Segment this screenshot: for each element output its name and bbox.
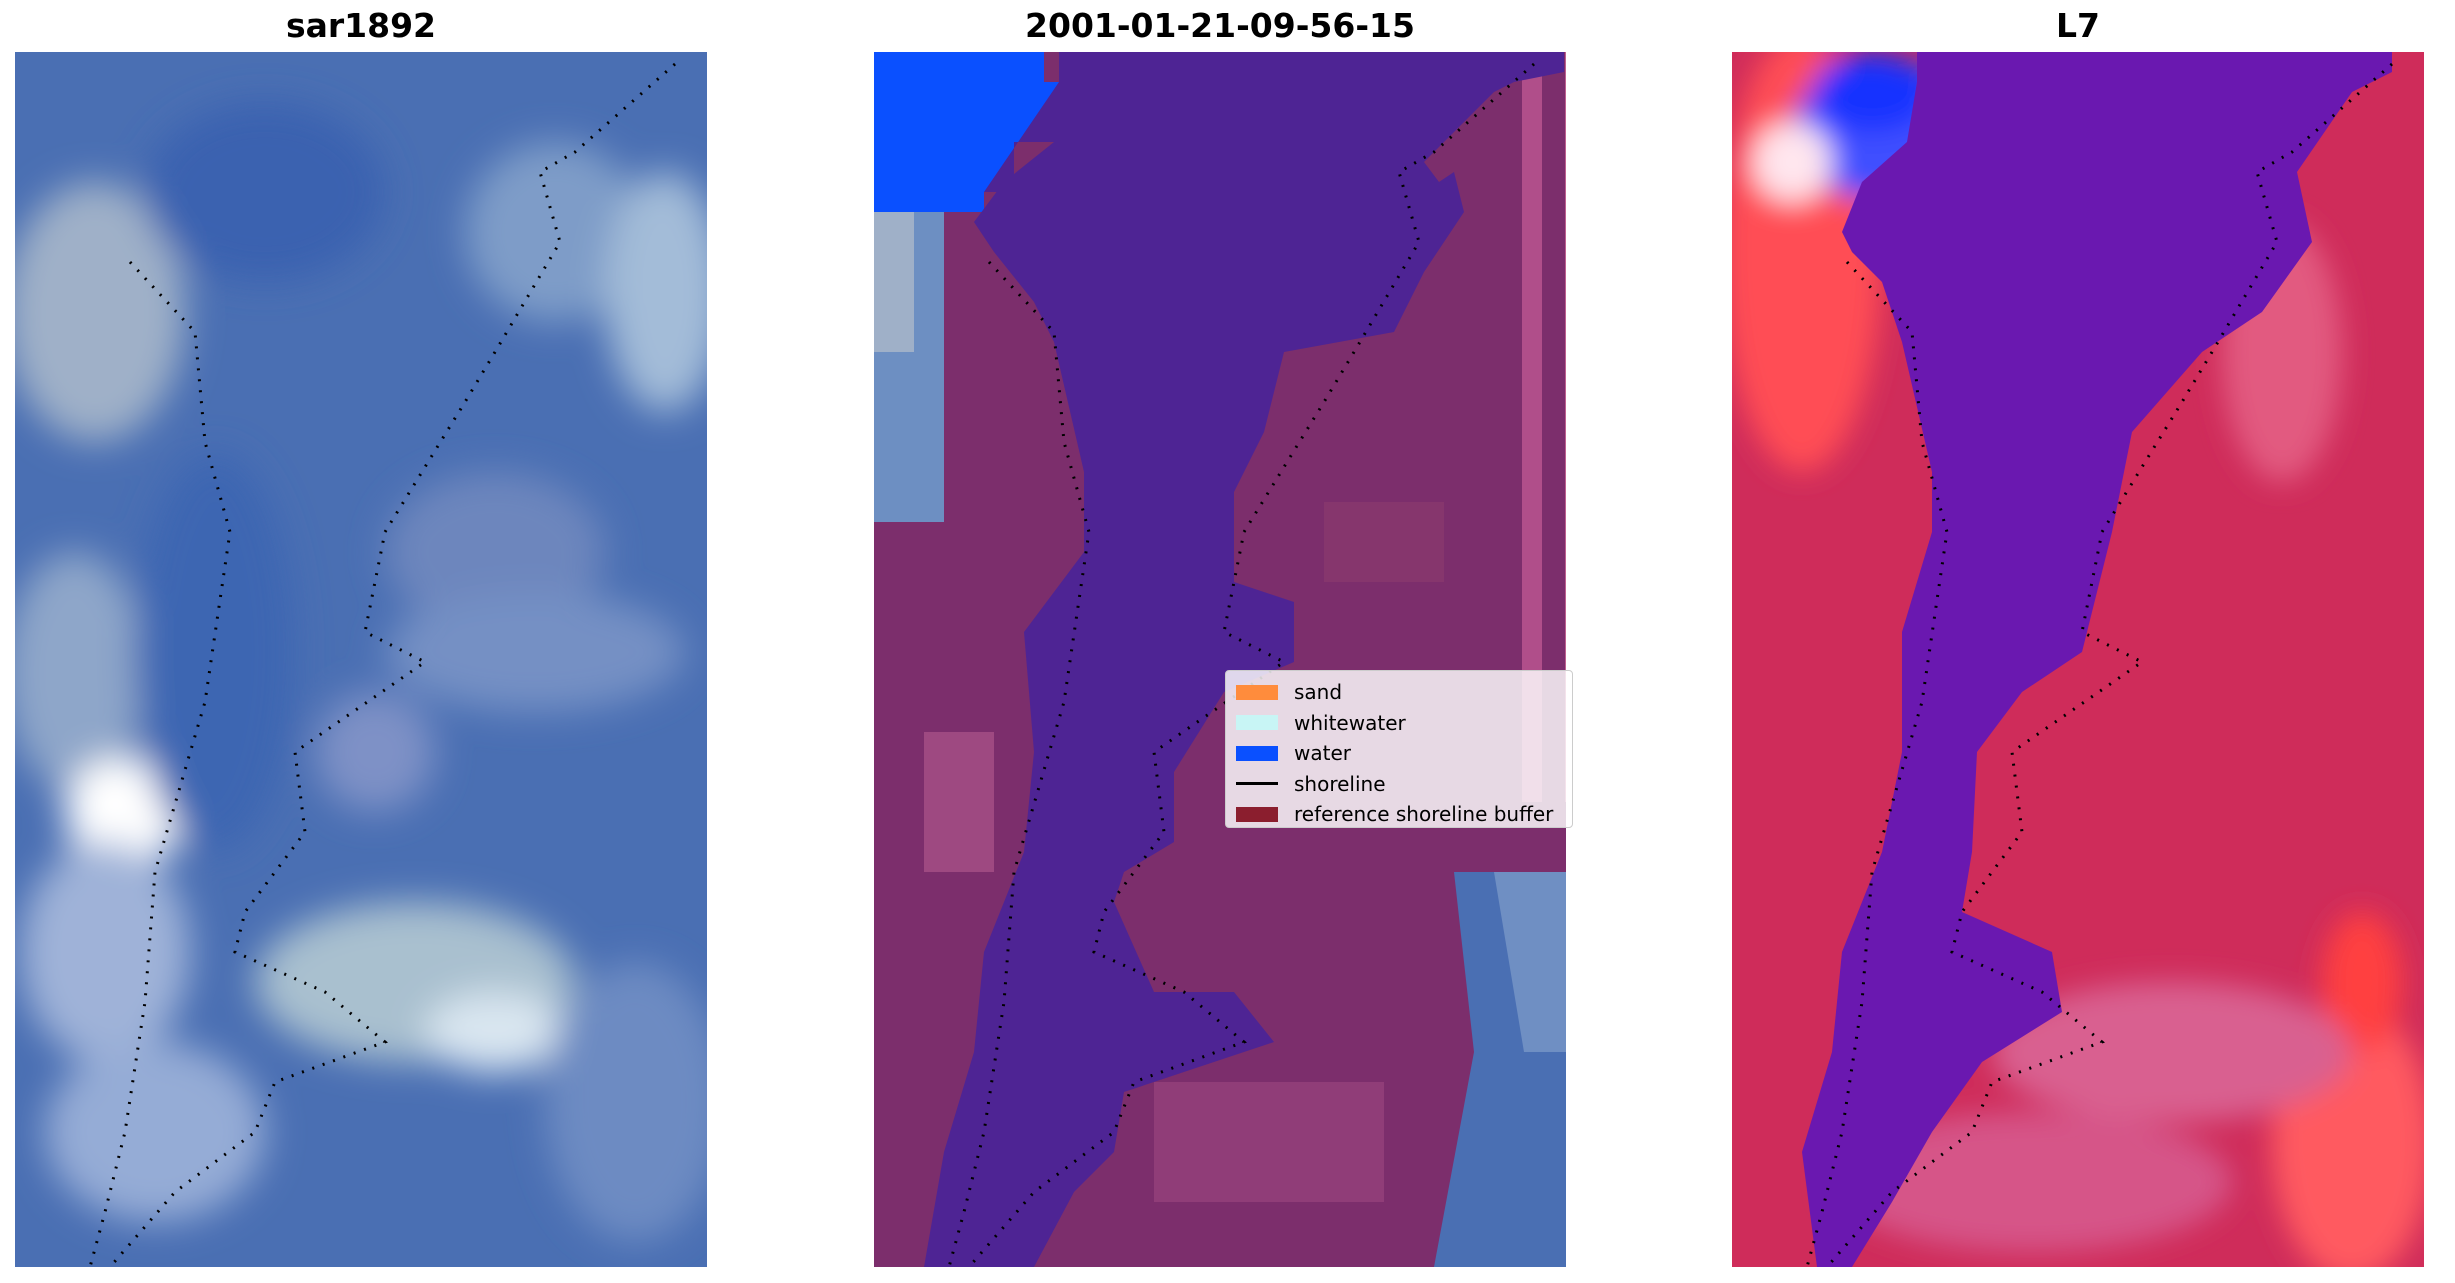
index-image [1732, 52, 2424, 1267]
legend-swatch-sand [1236, 684, 1278, 700]
classified-image [874, 52, 1566, 1267]
panel-title-classified: 2001-01-21-09-56-15 [1025, 6, 1415, 45]
legend-line-shoreline [1236, 782, 1278, 786]
water-region [924, 52, 1564, 1267]
legend-swatch-water [1236, 745, 1278, 761]
panel-title-rgb: sar1892 [285, 6, 437, 45]
legend-item-water: water [1236, 738, 1562, 769]
legend-label-reference-buffer: reference shoreline buffer [1294, 802, 1554, 827]
legend: sand whitewater water shoreline referenc… [1225, 670, 1573, 828]
legend-label-water: water [1294, 741, 1351, 766]
index-image-panel [1732, 52, 2424, 1267]
legend-swatch-reference-buffer [1236, 806, 1278, 822]
legend-item-whitewater: whitewater [1236, 708, 1562, 739]
legend-label-whitewater: whitewater [1294, 710, 1406, 735]
legend-item-reference-buffer: reference shoreline buffer [1236, 799, 1562, 830]
classified-image-panel [874, 52, 1566, 1267]
index-water-region [1802, 52, 2392, 1267]
rgb-image-panel [15, 52, 707, 1267]
panel-title-index: L7 [2056, 6, 2100, 45]
legend-item-shoreline: shoreline [1236, 769, 1562, 800]
legend-label-shoreline: shoreline [1294, 771, 1386, 796]
legend-swatch-whitewater [1236, 715, 1278, 731]
legend-item-sand: sand [1236, 677, 1562, 708]
rgb-image [15, 52, 707, 1267]
legend-label-sand: sand [1294, 680, 1343, 705]
